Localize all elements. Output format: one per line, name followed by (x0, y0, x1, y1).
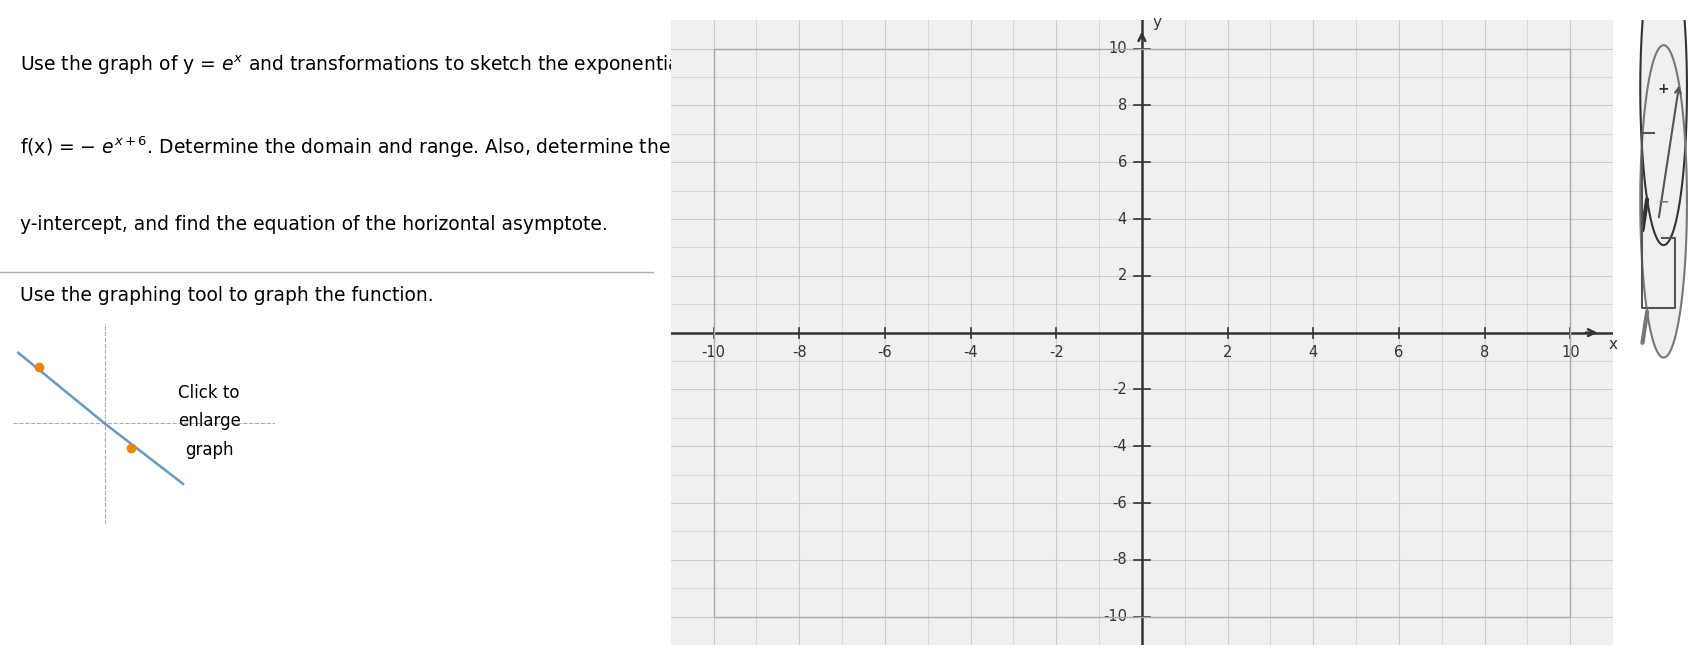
Text: -8: -8 (791, 345, 807, 360)
Text: x: x (1608, 337, 1618, 351)
Text: +: + (1657, 82, 1669, 96)
Text: 8: 8 (1481, 345, 1489, 360)
Text: 4: 4 (1309, 345, 1318, 360)
Text: y: y (1153, 15, 1161, 30)
Text: 8: 8 (1117, 98, 1127, 113)
Text: 6: 6 (1394, 345, 1404, 360)
Text: -2: -2 (1112, 382, 1127, 397)
Text: 6: 6 (1117, 155, 1127, 170)
Text: -6: -6 (878, 345, 891, 360)
Text: f(x) = $-$ $e^{x+6}$. Determine the domain and range. Also, determine the: f(x) = $-$ $e^{x+6}$. Determine the doma… (20, 134, 671, 160)
Text: -6: -6 (1112, 495, 1127, 511)
Text: Use the graphing tool to graph the function.: Use the graphing tool to graph the funct… (20, 286, 433, 304)
Text: Click to: Click to (178, 384, 239, 402)
Text: y-intercept, and find the equation of the horizontal asymptote.: y-intercept, and find the equation of th… (20, 215, 608, 234)
Polygon shape (1640, 0, 1686, 245)
Text: enlarge: enlarge (178, 413, 241, 430)
Text: -8: -8 (1112, 552, 1127, 567)
Text: 10: 10 (1560, 345, 1579, 360)
Text: −: − (1657, 194, 1669, 208)
Text: -10: -10 (1104, 610, 1127, 624)
Text: Use the graph of y = $e^{x}$ and transformations to sketch the exponential funct: Use the graph of y = $e^{x}$ and transfo… (20, 54, 767, 77)
Text: 2: 2 (1223, 345, 1233, 360)
Text: -4: -4 (1112, 439, 1127, 454)
Text: 4: 4 (1117, 212, 1127, 226)
Text: -10: -10 (701, 345, 725, 360)
Text: -2: -2 (1049, 345, 1063, 360)
Text: -4: -4 (963, 345, 978, 360)
Text: 10: 10 (1109, 41, 1127, 56)
Polygon shape (1640, 45, 1686, 358)
Text: 2: 2 (1117, 268, 1127, 284)
Text: graph: graph (185, 441, 233, 458)
